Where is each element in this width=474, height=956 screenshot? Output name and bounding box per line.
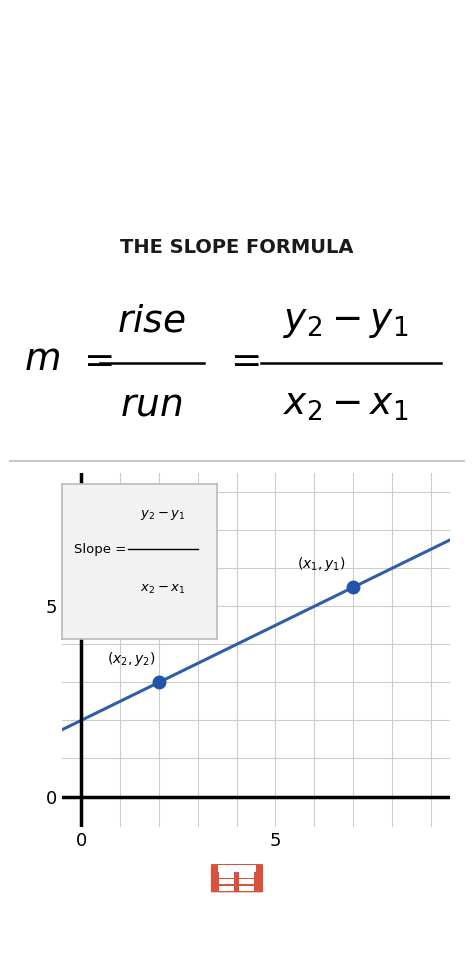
Text: $(x_1,y_1)$: $(x_1,y_1)$ [297, 554, 346, 573]
Text: $m$: $m$ [24, 341, 60, 378]
FancyBboxPatch shape [210, 862, 264, 894]
Bar [219, 872, 234, 878]
Text: $=$: $=$ [76, 341, 113, 378]
Text: THE SLOPE FORMULA: THE SLOPE FORMULA [120, 238, 354, 256]
Bar [239, 885, 254, 891]
Bar [218, 864, 256, 872]
Text: $(x_2,y_2)$: $(x_2,y_2)$ [107, 650, 155, 668]
Bar [239, 879, 254, 884]
Bar [219, 879, 234, 884]
Text: $y_2 - y_1$: $y_2 - y_1$ [283, 303, 409, 339]
Text: $=$: $=$ [223, 341, 260, 378]
Text: FIND THE SLOPE: FIND THE SLOPE [39, 78, 435, 120]
Bar [219, 885, 234, 891]
Bar [239, 872, 254, 878]
Text: HOW TO: HOW TO [202, 20, 272, 38]
Text: $run$: $run$ [120, 387, 183, 424]
Text: OF A LINE: OF A LINE [118, 152, 356, 194]
Text: $x_2 - x_1$: $x_2 - x_1$ [283, 387, 409, 424]
Text: $rise$: $rise$ [117, 303, 186, 339]
Text: www.inchcalculator.com: www.inchcalculator.com [124, 923, 350, 942]
